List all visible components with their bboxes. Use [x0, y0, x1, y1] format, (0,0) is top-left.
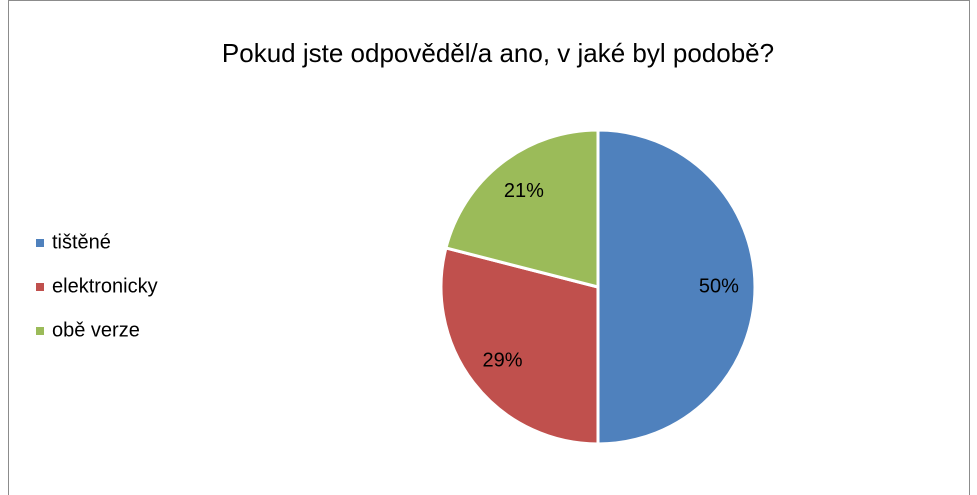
- data-label: 50%: [699, 275, 739, 297]
- legend-label: obě verze: [52, 319, 140, 341]
- legend-swatch: [36, 239, 44, 247]
- pie-slice: [444, 128, 600, 289]
- data-label: 29%: [482, 349, 522, 371]
- chart-title: Pokud jste odpověděl/a ano, v jaké byl p…: [222, 38, 774, 68]
- data-label: 21%: [504, 180, 544, 202]
- pie-slice: [596, 128, 757, 446]
- legend-swatch: [36, 327, 44, 335]
- legend-swatch: [36, 283, 44, 291]
- legend-label: tištěné: [52, 231, 111, 253]
- legend-label: elektronicky: [52, 275, 158, 297]
- pie-slice: [439, 246, 600, 446]
